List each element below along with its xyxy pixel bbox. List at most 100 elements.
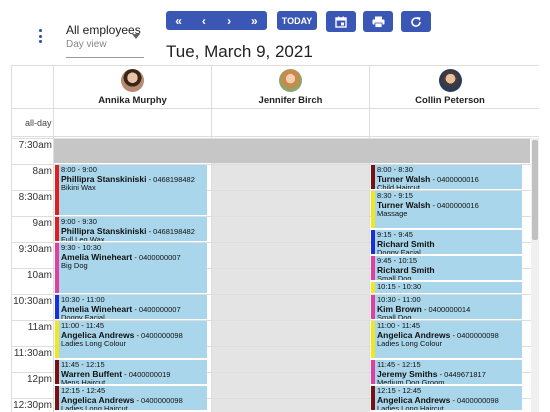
service-name: Medium Dog Groom [377,378,445,384]
appointment-time: 9:00 - 9:30 [61,217,97,226]
client-phone: - 0468198482 [146,174,195,184]
avatar [438,69,462,92]
client-phone: - 0400000098 [450,330,499,340]
service-color-bar [371,386,375,410]
client-name: Amelia Wineheart [61,251,133,262]
refresh-icon [411,16,421,27]
appointment-time: 10:30 - 11:00 [61,295,105,304]
service-color-bar [55,321,59,358]
view-label: Day view [66,39,107,50]
client-phone: - 0449671817 [437,369,486,379]
appointment[interactable]: 8:30 - 9:15 Turner Walsh - 0400000016 Mass… [371,191,522,228]
appointment[interactable]: 8:00 - 8:30 Turner Walsh - 0400000016 Chil… [371,165,522,189]
service-name: Small Dog [377,313,412,319]
appointment-time: 8:30 - 9:15 [377,191,413,200]
service-name: Ladies Long Colour [61,339,127,349]
unavailable-column [212,163,369,412]
slot-line [12,320,539,321]
appointment-time: 10:30 - 11:00 [377,295,421,304]
client-name: Kim Brown [377,303,422,314]
service-name: Small Dog [377,274,412,280]
client-name: Richard Smith [377,291,435,293]
resource-header-annika[interactable]: Annika Murphy [54,66,211,108]
prev-week-button[interactable]: « [175,13,182,28]
resource-header-collin[interactable]: Collin Peterson [370,66,530,108]
service-color-bar [55,165,59,215]
service-color-bar [371,165,375,189]
appointment[interactable]: 9:15 - 9:45 Richard Smith Doggy Facial [371,230,522,254]
client-name: Jeremy Smiths [377,368,438,379]
avatar [279,69,302,92]
more-options-icon[interactable] [34,29,46,45]
appointment[interactable]: 11:45 - 12:15 Jeremy Smiths - 0449671817 M… [371,360,522,384]
slot-line [12,190,539,191]
prev-day-button[interactable]: ‹ [201,13,206,28]
appointment-time: 8:00 - 9:00 [61,165,97,174]
appointment-time: 12:15 - 12:45 [61,386,106,395]
service-name: Bikini Wax [61,183,96,193]
client-name: Angelica Andrews [61,329,135,340]
service-color-bar [371,321,375,358]
client-name: Richard Smith [377,238,435,249]
appointment[interactable]: 9:30 - 10:30 Amelia Wineheart - 040000000… [55,243,207,293]
slot-line [12,268,539,269]
service-name: Ladies Long Haircut [377,404,444,410]
resource-name: Collin Peterson [415,95,485,106]
client-phone: - 0400000014 [421,304,471,314]
slot-line [12,346,539,347]
appointment[interactable]: 10:30 - 11:00 Kim Brown - 0400000014 Small… [371,295,522,319]
appointment[interactable]: 12:15 - 12:45 Angelica Andrews - 04000000… [55,386,207,410]
appointment[interactable]: 9:45 - 10:15 Richard Smith Small Dog [371,256,522,280]
scrollbar[interactable] [531,138,539,412]
calendar-picker-button[interactable] [326,11,356,32]
client-phone: - 0400000007 [132,304,181,314]
appointment[interactable]: 11:00 - 11:45 Angelica Andrews - 04000000… [371,321,522,358]
next-week-button[interactable]: » [251,13,258,28]
unavailable-block [54,138,530,163]
print-button[interactable] [363,11,393,32]
appointment-time: 11:00 - 11:45 [61,321,105,330]
client-name: Warren Buffent [61,368,123,379]
time-label: 10:30am [13,296,52,307]
scrollbar-thumb[interactable] [532,140,538,240]
page-title: Tue, March 9, 2021 [166,42,313,61]
client-name: Angelica Andrews [61,394,135,405]
appointment[interactable]: 10:15 - 10:30Richard Smith - Nail Clip [371,282,522,293]
service-color-bar [371,191,375,228]
client-phone: - 0400000098 [134,330,183,340]
refresh-button[interactable] [401,11,431,32]
time-label: 9:30am [18,244,52,255]
client-name: Amelia Wineheart [61,303,133,314]
avatar [121,69,144,92]
service-name: Full Leg Wax [61,235,105,241]
service-name: Doggy Facial [61,313,105,319]
appointment[interactable]: 10:30 - 11:00 Amelia Wineheart - 04000000… [55,295,207,319]
appointment[interactable]: 9:00 - 9:30 Phillipra Stanskiniski - 0468… [55,217,207,241]
appointment[interactable]: 11:00 - 11:45 Angelica Andrews - 04000000… [55,321,207,358]
service-color-bar [55,217,59,241]
next-day-button[interactable]: › [227,13,232,28]
print-icon [372,16,384,28]
service-color-bar [371,360,375,384]
appointment[interactable]: 8:00 - 9:00 Phillipra Stanskiniski - 0468… [55,165,207,215]
slot-line [12,398,539,399]
time-label: 9am [32,218,52,229]
time-label: 8:30am [18,192,52,203]
client-phone: - 0400000019 [122,369,171,379]
client-name: Phillipra Stanskiniski [61,173,147,184]
service-color-bar [371,282,375,293]
appointment-time: 9:45 - 10:15 [377,256,418,265]
slot-line [12,372,539,373]
client-phone: - 0400000016 [430,200,479,210]
service-name: Mens Haircut [61,378,106,384]
resource-name: Annika Murphy [98,95,167,106]
slot-line [12,242,539,243]
today-button[interactable]: TODAY [277,11,317,30]
appointment[interactable]: 12:15 - 12:45 Angelica Andrews - 04000000… [371,386,522,410]
date-nav-group: « ‹ › » [166,11,267,30]
resource-header-jennifer[interactable]: Jennifer Birch [212,66,369,108]
appointment[interactable]: 11:45 - 12:15 Warren Buffent - 0400000019… [55,360,207,384]
service-name: Massage [377,209,408,219]
employee-select[interactable]: All employees Day view [66,22,144,58]
